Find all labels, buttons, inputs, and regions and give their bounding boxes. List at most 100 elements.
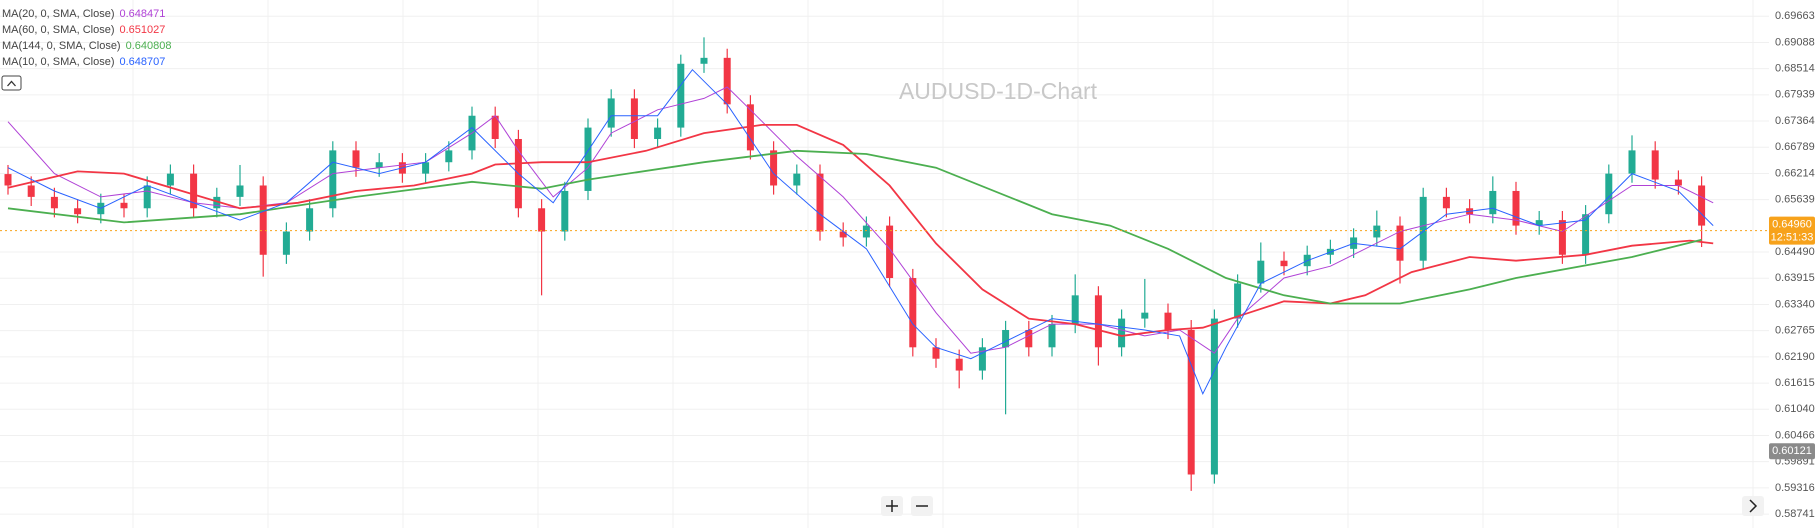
candle-body bbox=[839, 231, 847, 238]
candle-body bbox=[909, 278, 917, 348]
candle-body bbox=[1628, 150, 1636, 174]
candle-body bbox=[50, 196, 58, 209]
y-tick-label: 0.67364 bbox=[1775, 115, 1815, 127]
candle-body bbox=[1234, 283, 1242, 319]
candle-body bbox=[4, 174, 12, 186]
y-tick-label: 0.69663 bbox=[1775, 10, 1815, 22]
candle-body bbox=[213, 196, 221, 209]
candle-body bbox=[329, 150, 337, 209]
y-tick-label: 0.69088 bbox=[1775, 36, 1815, 48]
y-tick-label: 0.59316 bbox=[1775, 482, 1815, 494]
candle-body bbox=[1442, 196, 1450, 209]
candle-body bbox=[700, 57, 708, 64]
candle-body bbox=[1118, 318, 1126, 348]
candle-body bbox=[978, 347, 986, 371]
plot bbox=[0, 37, 1769, 491]
y-tick-label: 0.68514 bbox=[1775, 63, 1815, 75]
candle-body bbox=[422, 162, 430, 174]
candle-body bbox=[1025, 329, 1033, 348]
legend-value: 0.648471 bbox=[119, 8, 165, 20]
candle-body bbox=[1489, 190, 1497, 215]
y-tick-label: 0.61040 bbox=[1775, 403, 1815, 415]
ma-line bbox=[7, 124, 1714, 337]
candle-body bbox=[1558, 220, 1566, 255]
y-tick-label: 0.62765 bbox=[1775, 325, 1815, 337]
candle-body bbox=[236, 185, 244, 197]
y-tick-label: 0.60466 bbox=[1775, 429, 1815, 441]
ma-line bbox=[7, 68, 1714, 396]
candle-body bbox=[723, 57, 731, 105]
y-tick-label: 0.66214 bbox=[1775, 167, 1815, 179]
legend-value: 0.640808 bbox=[126, 40, 172, 52]
candle-body bbox=[1373, 225, 1381, 238]
candle-body bbox=[1048, 324, 1056, 348]
candle-body bbox=[1605, 173, 1613, 215]
ma-line bbox=[7, 86, 1714, 354]
candle-body bbox=[375, 162, 383, 168]
candle-body bbox=[282, 231, 290, 255]
candle-body bbox=[445, 150, 453, 163]
candle-body bbox=[120, 202, 128, 209]
candle-body bbox=[1535, 220, 1543, 226]
legend: MA(20, 0, SMA, Close) 0.648471 MA(60, 0, S… bbox=[2, 8, 171, 68]
candle-body bbox=[166, 173, 174, 186]
legend-name: MA(20, 0, SMA, Close) bbox=[2, 8, 114, 20]
candle-body bbox=[1094, 295, 1102, 348]
collapse-legend-button[interactable] bbox=[1, 75, 22, 91]
grid bbox=[0, 0, 1769, 528]
candle-body bbox=[1512, 190, 1520, 226]
candle-body bbox=[932, 347, 940, 359]
candle-body bbox=[1582, 214, 1590, 255]
candle-body bbox=[1002, 329, 1010, 348]
candle-body bbox=[1187, 329, 1195, 475]
countdown-label: 12:51:33 bbox=[1771, 232, 1814, 244]
legend-value: 0.651027 bbox=[119, 24, 165, 36]
legend-name: MA(10, 0, SMA, Close) bbox=[2, 56, 114, 68]
candle-body bbox=[1698, 185, 1706, 226]
candle-body bbox=[1419, 196, 1427, 261]
candle-body bbox=[538, 208, 546, 232]
marker-price-box bbox=[1769, 443, 1815, 460]
y-tick-label: 0.58741 bbox=[1775, 508, 1815, 520]
candle-body bbox=[491, 115, 499, 139]
candle-body bbox=[607, 98, 615, 128]
candle-body bbox=[1257, 260, 1265, 284]
candle-body bbox=[630, 98, 638, 139]
candle-body bbox=[143, 185, 151, 209]
candle-body bbox=[1164, 312, 1172, 330]
candle-body bbox=[862, 225, 870, 238]
y-tick-label: 0.67939 bbox=[1775, 89, 1815, 101]
candle-body bbox=[1651, 150, 1659, 180]
candle-body bbox=[1141, 312, 1149, 319]
candle-body bbox=[770, 150, 778, 186]
watermark-title: AUDUSD-1D-Chart bbox=[899, 78, 1098, 104]
y-tick-label: 0.65639 bbox=[1775, 194, 1815, 206]
candle-body bbox=[677, 63, 685, 128]
y-tick-label: 0.66789 bbox=[1775, 141, 1815, 153]
zoom-in-button[interactable] bbox=[881, 496, 903, 516]
legend-name: MA(60, 0, SMA, Close) bbox=[2, 24, 114, 36]
y-tick-label: 0.63915 bbox=[1775, 272, 1815, 284]
candle-body bbox=[1071, 295, 1079, 325]
y-tick-label: 0.63340 bbox=[1775, 298, 1815, 310]
candle-body bbox=[1674, 179, 1682, 186]
y-tick-label: 0.64490 bbox=[1775, 246, 1815, 258]
ma-line bbox=[7, 149, 1702, 305]
candle-body bbox=[27, 185, 35, 197]
candle-body bbox=[74, 208, 82, 215]
y-tick-label: 0.62190 bbox=[1775, 351, 1815, 363]
y-tick-label: 0.61615 bbox=[1775, 377, 1815, 389]
legend-value: 0.648707 bbox=[119, 56, 165, 68]
candle-body bbox=[654, 127, 662, 139]
current-price-label: 0.64960 bbox=[1772, 219, 1812, 231]
candle-body bbox=[886, 225, 894, 279]
candle-body bbox=[793, 173, 801, 186]
scroll-right-button[interactable] bbox=[1742, 496, 1764, 516]
candle-body bbox=[816, 173, 824, 232]
candle-body bbox=[561, 190, 569, 232]
candle-body bbox=[190, 173, 198, 209]
marker-price-label: 0.60121 bbox=[1772, 445, 1812, 457]
zoom-out-button[interactable] bbox=[911, 496, 933, 516]
candle-body bbox=[352, 150, 360, 168]
